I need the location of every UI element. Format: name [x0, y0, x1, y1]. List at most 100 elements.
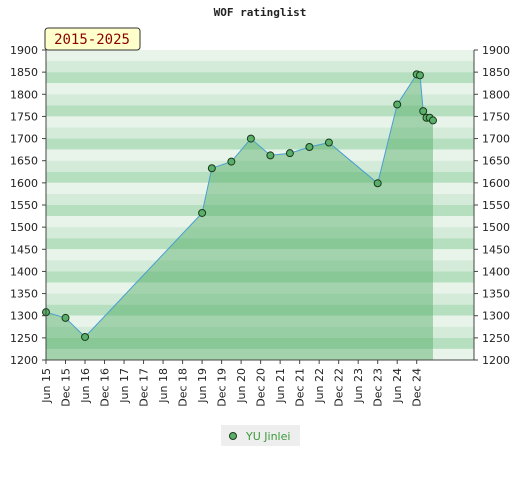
y-tick-label-left: 1500	[10, 221, 38, 234]
x-tick-label: Dec 16	[99, 368, 112, 407]
y-tick-label-right: 1450	[482, 243, 510, 256]
data-point	[207, 164, 216, 173]
background-band	[46, 238, 474, 250]
x-axis: Jun 15 Dec 15 Jun 16 Dec 16 Jun 17 Dec 17 Jun …	[40, 359, 474, 407]
data-point	[415, 71, 424, 80]
x-tick-label: Jun 24	[391, 368, 404, 404]
background-band	[46, 304, 474, 316]
data-point	[373, 179, 382, 188]
background-band	[46, 337, 474, 349]
data-point	[227, 157, 236, 166]
x-tick-label: Dec 19	[216, 368, 229, 407]
y-tick-label-right: 1200	[482, 354, 510, 367]
data-point	[61, 313, 70, 322]
background-band	[46, 50, 474, 62]
background-band	[46, 83, 474, 95]
background-band	[46, 227, 474, 239]
background-band	[46, 149, 474, 161]
background-band	[46, 138, 474, 150]
y-tick-label-left: 1750	[10, 110, 38, 123]
y-tick-label-left: 1300	[10, 310, 38, 323]
background-band	[46, 127, 474, 139]
x-tick-label: Dec 17	[138, 368, 151, 407]
y-tick-label-left: 1900	[10, 44, 38, 57]
y-tick-label-left: 1800	[10, 88, 38, 101]
y-tick-label-left: 1450	[10, 243, 38, 256]
background-band	[46, 105, 474, 117]
y-tick-label-right: 1250	[482, 332, 510, 345]
legend: YU Jinlei	[221, 425, 300, 446]
x-tick-label: Jun 21	[274, 368, 287, 404]
data-point	[285, 149, 294, 158]
x-tick-label: Jun 15	[40, 368, 53, 404]
x-tick-label: Dec 18	[177, 368, 190, 407]
x-tick-label: Jun 23	[352, 368, 365, 404]
x-tick-label: Dec 21	[294, 368, 307, 407]
y-axis-right: 1200 1250 1300 1350 1400 1450 1500 1550 1600 1650…	[473, 44, 510, 367]
x-tick-label: Jun 19	[196, 368, 209, 404]
y-tick-label-right: 1850	[482, 66, 510, 79]
y-tick-label-left: 1850	[10, 66, 38, 79]
rating-area	[46, 74, 433, 360]
background-band	[46, 282, 474, 294]
y-tick-label-left: 1700	[10, 133, 38, 146]
x-tick-label: Jun 22	[313, 368, 326, 404]
y-tick-label-right: 1800	[482, 88, 510, 101]
x-tick-label: Dec 20	[255, 368, 268, 407]
background-band	[46, 94, 474, 106]
y-tick-label-right: 1600	[482, 177, 510, 190]
legend-label: YU Jinlei	[245, 430, 290, 443]
x-tick-label: Dec 22	[333, 368, 346, 407]
x-tick-label: Dec 15	[60, 368, 73, 407]
y-tick-label-left: 1600	[10, 177, 38, 190]
background-band	[46, 72, 474, 84]
background-band	[46, 326, 474, 338]
background-band	[46, 182, 474, 194]
background-band	[46, 293, 474, 305]
background-band	[46, 271, 474, 283]
x-tick-label: Jun 18	[157, 368, 170, 404]
background-band	[46, 205, 474, 217]
y-tick-label-right: 1900	[482, 44, 510, 57]
y-tick-label-left: 1650	[10, 155, 38, 168]
y-tick-label-left: 1250	[10, 332, 38, 345]
background-band	[46, 116, 474, 128]
x-tick-label: Jun 20	[235, 368, 248, 404]
background-band	[46, 249, 474, 261]
y-tick-label-left: 1550	[10, 199, 38, 212]
y-axis-left: 1200 1250 1300 1350 1400 1450 1500 1550 1600 1650…	[10, 44, 47, 367]
y-tick-label-right: 1300	[482, 310, 510, 323]
background-band	[46, 348, 474, 360]
background-band	[46, 193, 474, 205]
y-tick-label-right: 1400	[482, 265, 510, 278]
background-band	[46, 315, 474, 327]
data-point	[305, 142, 314, 151]
x-tick-label: Dec 24	[411, 368, 424, 407]
data-point	[266, 151, 275, 160]
rating-points	[42, 70, 437, 341]
range-badge: 2015-2025	[44, 27, 141, 51]
y-tick-label-right: 1500	[482, 221, 510, 234]
y-tick-label-left: 1350	[10, 288, 38, 301]
y-tick-label-left: 1200	[10, 354, 38, 367]
y-tick-label-right: 1650	[482, 155, 510, 168]
y-tick-label-right: 1700	[482, 133, 510, 146]
x-tick-label: Jun 17	[118, 368, 131, 404]
data-point	[81, 332, 90, 341]
range-badge-label: 2015-2025	[54, 32, 130, 48]
data-point	[419, 107, 428, 116]
y-tick-label-right: 1350	[482, 288, 510, 301]
y-tick-label-right: 1550	[482, 199, 510, 212]
background-band	[46, 260, 474, 272]
data-point	[324, 138, 333, 147]
x-tick-label: Jun 16	[79, 368, 92, 404]
data-point	[246, 134, 255, 143]
plot-background-bands	[46, 50, 474, 360]
background-band	[46, 160, 474, 172]
data-point	[428, 116, 437, 125]
legend-marker	[229, 432, 237, 440]
background-band	[46, 61, 474, 73]
background-band	[46, 171, 474, 183]
x-tick-label: Dec 23	[372, 368, 385, 407]
